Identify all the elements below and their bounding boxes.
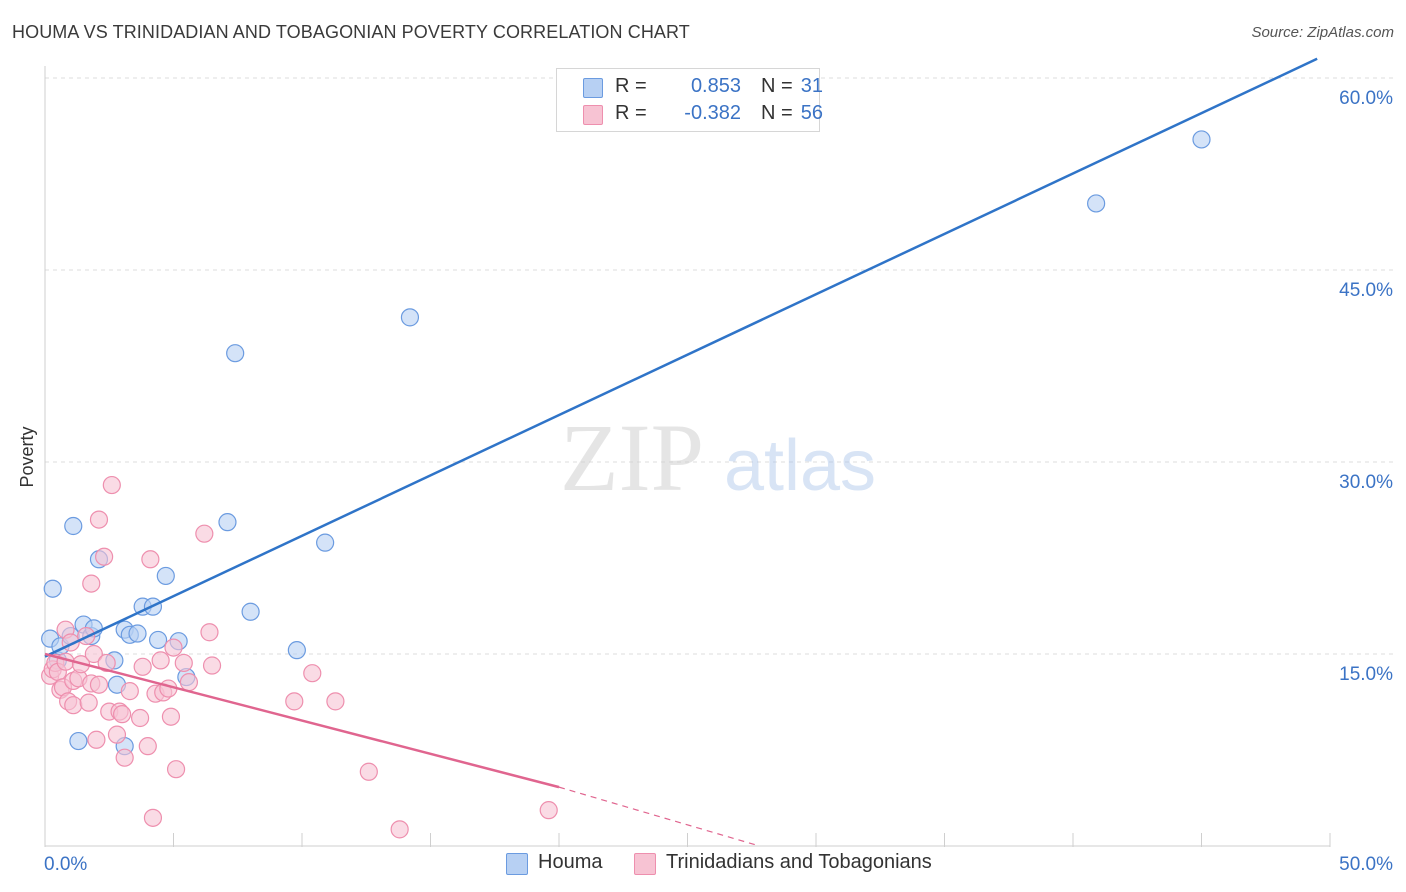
point-houma bbox=[218, 513, 237, 532]
point-trinidadian bbox=[200, 623, 219, 642]
series-swatch-trinidadian bbox=[634, 853, 656, 875]
trend-line-extension-trinidadian bbox=[558, 786, 760, 847]
watermark-zip: ZIP bbox=[560, 404, 704, 511]
watermark-atlas: atlas bbox=[724, 426, 876, 506]
point-trinidadian bbox=[390, 820, 409, 839]
point-trinidadian bbox=[138, 737, 157, 756]
legend-n-label: N = bbox=[761, 75, 793, 97]
point-houma bbox=[1192, 130, 1211, 149]
y-tick-label: 60.0% bbox=[1339, 88, 1393, 109]
trend-line-houma bbox=[44, 57, 1318, 658]
point-trinidadian bbox=[151, 651, 170, 670]
point-houma bbox=[43, 579, 62, 598]
point-trinidadian bbox=[195, 524, 214, 543]
y-tick-label: 30.0% bbox=[1339, 472, 1393, 493]
point-trinidadian bbox=[79, 693, 98, 712]
watermark: ZIP atlas bbox=[560, 404, 876, 511]
y-tick-label: 45.0% bbox=[1339, 280, 1393, 301]
legend-n-label: N = bbox=[761, 102, 793, 124]
legend-r-value: -0.382 bbox=[684, 102, 741, 124]
legend-r-label: R = bbox=[615, 102, 647, 124]
legend-r-value: 0.853 bbox=[690, 75, 741, 97]
y-tick-label: 15.0% bbox=[1339, 664, 1393, 685]
point-trinidadian bbox=[84, 644, 103, 664]
point-houma bbox=[287, 641, 306, 660]
point-trinidadian bbox=[202, 656, 222, 675]
point-trinidadian bbox=[303, 664, 322, 683]
series-label-trinidadian: Trinidadians and Tobagonians bbox=[666, 851, 932, 873]
point-trinidadian bbox=[102, 475, 121, 495]
point-houma bbox=[128, 624, 147, 643]
point-trinidadian bbox=[97, 653, 116, 673]
point-trinidadian bbox=[164, 638, 183, 657]
point-trinidadian bbox=[120, 682, 139, 701]
point-houma bbox=[69, 731, 88, 751]
point-trinidadian bbox=[539, 801, 558, 820]
series-legend: Houma Trinidadians and Tobagonians bbox=[0, 850, 1406, 880]
point-trinidadian bbox=[133, 657, 152, 676]
legend-n-value: 31 bbox=[800, 75, 823, 97]
point-trinidadian bbox=[87, 730, 106, 749]
point-trinidadian bbox=[95, 547, 114, 566]
point-trinidadian bbox=[143, 808, 163, 827]
trend-layer bbox=[44, 57, 1318, 847]
point-trinidadian bbox=[112, 705, 132, 724]
point-trinidadian bbox=[82, 574, 101, 593]
point-trinidadian bbox=[141, 550, 160, 569]
legend-swatch-houma bbox=[583, 78, 603, 98]
legend-r-label: R = bbox=[615, 75, 647, 97]
correlation-legend: R = 0.853 N = 31 R = -0.382 N = 56 bbox=[556, 68, 823, 132]
point-trinidadian bbox=[107, 725, 127, 744]
point-trinidadian bbox=[115, 748, 134, 767]
label-layer: 15.0% 30.0% 45.0% 60.0% 0.0% 50.0% Poverty bbox=[17, 88, 1393, 875]
point-trinidadian bbox=[130, 708, 150, 728]
chart-title: HOUMA VS TRINIDADIAN AND TOBAGONIAN POVE… bbox=[12, 22, 690, 42]
y-axis-label: Poverty bbox=[17, 426, 37, 487]
grid-layer bbox=[45, 77, 1393, 655]
x-tick-label-max: 50.0% bbox=[1339, 854, 1393, 875]
x-tick-label-min: 0.0% bbox=[44, 854, 87, 875]
legend-n-value: 56 bbox=[800, 102, 823, 124]
point-trinidadian bbox=[326, 692, 345, 711]
source-text: Source: ZipAtlas.com bbox=[1251, 24, 1394, 41]
point-trinidadian bbox=[174, 653, 193, 673]
point-trinidadian bbox=[161, 707, 181, 726]
trend-line-trinidadian bbox=[44, 652, 560, 789]
point-trinidadian bbox=[89, 510, 109, 529]
point-trinidadian bbox=[89, 675, 109, 694]
point-houma bbox=[1087, 194, 1106, 213]
point-houma bbox=[226, 344, 245, 363]
legend-swatch-trinidadian bbox=[583, 105, 603, 125]
point-houma bbox=[241, 602, 260, 621]
series-swatch-houma bbox=[506, 853, 528, 875]
point-houma bbox=[316, 533, 335, 552]
point-houma bbox=[400, 308, 420, 327]
series-label-houma: Houma bbox=[538, 851, 603, 873]
point-trinidadian bbox=[179, 673, 199, 692]
point-trinidadian bbox=[64, 696, 83, 715]
point-houma bbox=[156, 566, 175, 586]
point-trinidadian bbox=[359, 762, 378, 781]
point-trinidadian bbox=[166, 760, 186, 779]
point-houma bbox=[64, 516, 83, 536]
point-houma bbox=[148, 630, 168, 650]
point-trinidadian bbox=[285, 692, 304, 711]
axis-layer bbox=[44, 66, 1331, 847]
